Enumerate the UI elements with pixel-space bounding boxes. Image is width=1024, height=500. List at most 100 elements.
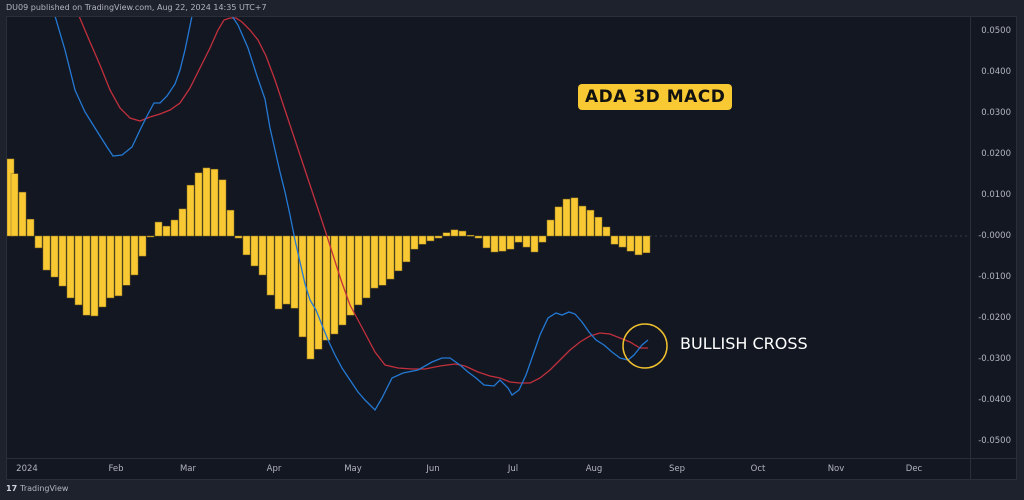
histogram-bar: [394, 235, 403, 272]
histogram-bar: [370, 235, 379, 289]
histogram-bar: [186, 184, 195, 237]
histogram-bar: [498, 235, 507, 252]
histogram-bar: [226, 209, 235, 237]
histogram-bar: [570, 197, 579, 237]
price-label: 0.0300: [981, 108, 1011, 118]
histogram-bar: [530, 235, 539, 253]
histogram-bar: [450, 229, 459, 237]
histogram-bar: [298, 235, 307, 338]
time-label: May: [344, 464, 362, 474]
histogram-bar: [218, 179, 227, 237]
price-label: -0.0100: [978, 272, 1011, 282]
histogram-bar: [418, 235, 427, 245]
histogram-bar: [610, 235, 619, 245]
histogram-bar: [386, 235, 395, 280]
histogram-bar: [210, 168, 219, 237]
histogram-bar: [330, 235, 339, 335]
price-label: -0.0300: [978, 354, 1011, 364]
time-label: 2024: [16, 464, 38, 474]
footer: 17 TradingView: [6, 484, 68, 493]
histogram-bar: [194, 172, 203, 237]
histogram-bar: [562, 198, 571, 237]
price-axis[interactable]: 0.0500 0.0400 0.0300 0.0200 0.0100 -0.0000 -0.…: [971, 17, 1017, 458]
histogram-bar: [506, 235, 515, 250]
histogram-bar: [42, 235, 51, 271]
price-label: 0.0100: [981, 190, 1011, 200]
histogram-bar: [554, 206, 563, 237]
histogram-bar: [106, 235, 115, 299]
histogram-bar: [202, 167, 211, 237]
histogram-bar: [50, 235, 59, 278]
histogram-bar: [18, 191, 27, 237]
macd-line: [54, 17, 649, 412]
price-label: -0.0400: [978, 395, 1011, 405]
histogram-bar: [410, 235, 419, 250]
histogram-bar: [234, 235, 243, 239]
histogram-bar: [514, 235, 523, 243]
time-label: Jun: [426, 464, 440, 474]
histogram-bar: [10, 173, 19, 237]
publish-info: DU09 published on TradingView.com, Aug 2…: [6, 3, 267, 12]
signal-line: [78, 17, 648, 384]
histogram-bar: [538, 235, 547, 243]
price-axis-divider: [970, 16, 971, 480]
histogram-bar: [306, 235, 315, 360]
price-label: 0.0200: [981, 149, 1011, 159]
histogram-bar: [362, 235, 371, 299]
histogram-bar: [258, 235, 267, 276]
time-label: Dec: [905, 464, 923, 474]
time-label: Feb: [108, 464, 124, 474]
histogram-bar: [642, 235, 651, 254]
histogram-bar: [66, 235, 75, 299]
histogram-bar: [354, 235, 363, 306]
histogram-bar: [626, 235, 635, 252]
histogram-bar: [26, 218, 35, 237]
histogram-bar: [490, 235, 499, 253]
price-label: -0.0200: [978, 313, 1011, 323]
histogram-bar: [546, 219, 555, 237]
histogram-bar: [146, 235, 155, 238]
histogram-bar: [58, 235, 67, 287]
time-axis[interactable]: 2024 Feb Mar Apr May Jun Jul Aug Sep Oct Nov Dec: [6, 458, 1017, 480]
histogram-bar: [154, 221, 163, 237]
histogram-bar: [98, 235, 107, 308]
histogram-bar: [522, 235, 531, 248]
histogram-bar: [242, 235, 251, 256]
bullish-cross-label: BULLISH CROSS: [680, 334, 808, 353]
time-label: Sep: [668, 464, 686, 474]
histogram-bar: [594, 216, 603, 237]
tradingview-logo-icon: 17: [6, 484, 18, 493]
histogram-bar: [282, 235, 291, 305]
histogram-bar: [114, 235, 123, 297]
price-label: -0.0000: [978, 231, 1011, 241]
bullish-cross-circle: [622, 323, 668, 369]
histogram-bar: [322, 235, 331, 341]
histogram-bar: [346, 235, 355, 316]
histogram-bar: [178, 208, 187, 237]
histogram-bar: [402, 235, 411, 263]
histogram-bar: [634, 235, 643, 256]
histogram-bar: [338, 235, 347, 326]
histogram-bar: [170, 219, 179, 237]
histogram-bar: [250, 235, 259, 267]
price-label: -0.0500: [978, 436, 1011, 446]
histogram-bar: [314, 235, 323, 350]
histogram-bar: [378, 235, 387, 286]
histogram-bar: [466, 234, 475, 237]
time-label: Oct: [750, 464, 766, 474]
histogram-bar: [266, 235, 275, 296]
histogram-bar: [482, 235, 491, 249]
histogram-bar: [138, 235, 147, 257]
histogram-bar: [122, 235, 131, 286]
histogram-bar: [162, 225, 171, 237]
histogram-bar: [474, 235, 483, 239]
histogram-bar: [578, 205, 587, 237]
histogram-bar: [82, 235, 91, 316]
title-badge: ADA 3D MACD: [578, 84, 733, 110]
histogram-bar: [442, 232, 451, 237]
histogram-bar: [618, 235, 627, 248]
histogram-bar: [274, 235, 283, 310]
brand-name: TradingView: [20, 484, 69, 493]
histogram-bar: [586, 209, 595, 237]
